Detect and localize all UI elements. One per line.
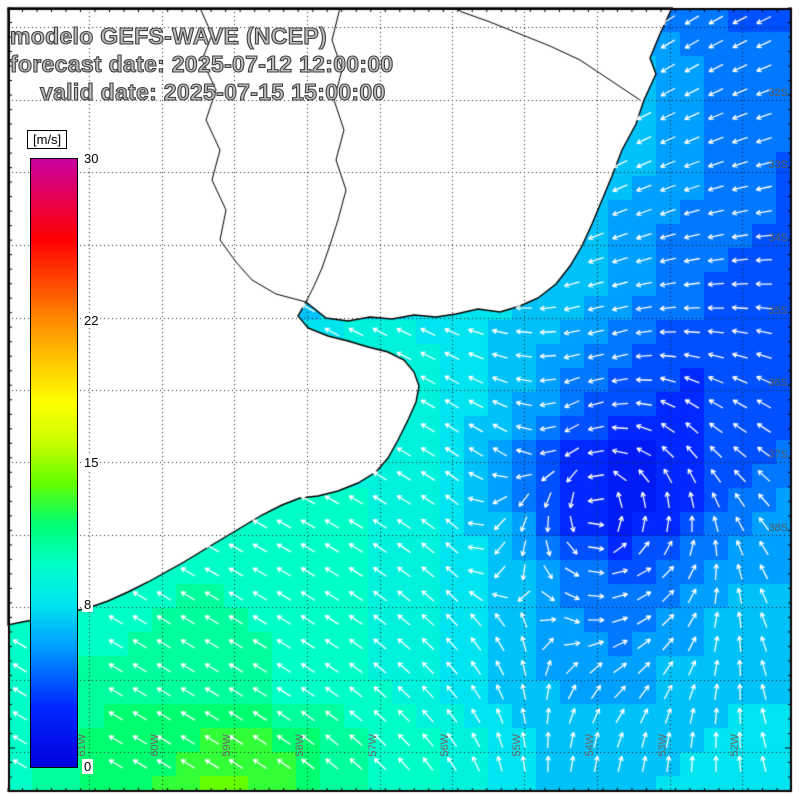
lon-label-60w: 60W bbox=[149, 734, 161, 757]
colorbar-tick-30: 30 bbox=[82, 151, 101, 166]
valid-date-line: valid date: 2025-07-15 15:00:00 bbox=[39, 79, 386, 105]
lat-label-34s: 34S bbox=[768, 232, 788, 244]
lon-label-56w: 56W bbox=[439, 734, 451, 757]
colorbar-tick-8: 8 bbox=[82, 597, 94, 612]
lon-label-53w: 53W bbox=[657, 734, 669, 757]
lon-label-52w: 52W bbox=[729, 734, 741, 757]
lon-label-59w: 59W bbox=[221, 734, 233, 757]
lat-label-36s: 36S bbox=[768, 377, 788, 389]
colorbar-tick-15: 15 bbox=[82, 455, 101, 470]
colorbar-unit-label: [m/s] bbox=[27, 130, 68, 149]
lat-label-37s: 37S bbox=[768, 449, 788, 461]
lon-label-58w: 58W bbox=[294, 734, 306, 757]
model-title: modelo GEFS-WAVE (NCEP) bbox=[9, 23, 327, 49]
forecast-date-line: forecast date: 2025-07-12 12:00:00 bbox=[9, 51, 394, 77]
colorbar bbox=[30, 158, 78, 768]
lat-label-38s: 38S bbox=[768, 522, 788, 534]
lon-label-55w: 55W bbox=[511, 734, 523, 757]
colorbar-tick-0: 0 bbox=[82, 759, 94, 774]
colorbar-tick-22: 22 bbox=[82, 313, 101, 328]
lon-label-54w: 54W bbox=[584, 734, 596, 757]
lon-label-57w: 57W bbox=[367, 734, 379, 757]
lat-label-35s: 35S bbox=[768, 305, 788, 317]
lat-label-33s: 33S bbox=[768, 159, 788, 171]
lat-label-32s: 32S bbox=[768, 87, 788, 99]
